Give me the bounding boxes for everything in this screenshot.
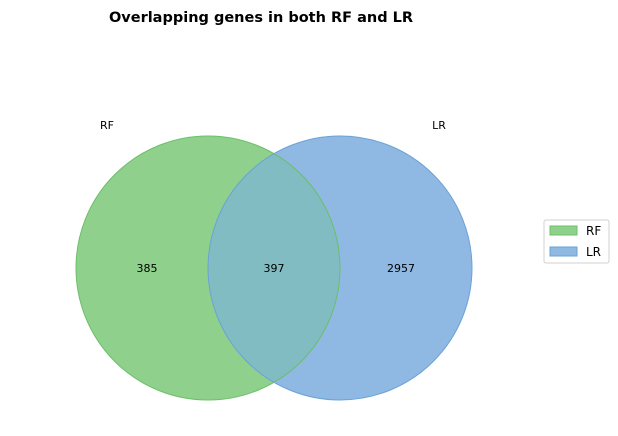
legend-label-rf: RF (586, 224, 601, 238)
count-only-lr: 2957 (387, 262, 415, 275)
set-rf-outline (75, 135, 341, 401)
diagram-title: Overlapping genes in both RF and LR (109, 10, 413, 26)
legend-label-lr: LR (586, 245, 601, 259)
legend-swatch-rf (549, 225, 578, 236)
legend: RF LR (543, 219, 610, 264)
overlap-region (208, 136, 340, 400)
set-lr-label: LR (432, 119, 446, 132)
legend-swatch-lr (549, 246, 578, 257)
set-lr-outline (207, 135, 473, 401)
set-rf-label: RF (100, 119, 114, 132)
count-only-rf: 385 (137, 262, 158, 275)
count-both: 397 (264, 262, 285, 275)
